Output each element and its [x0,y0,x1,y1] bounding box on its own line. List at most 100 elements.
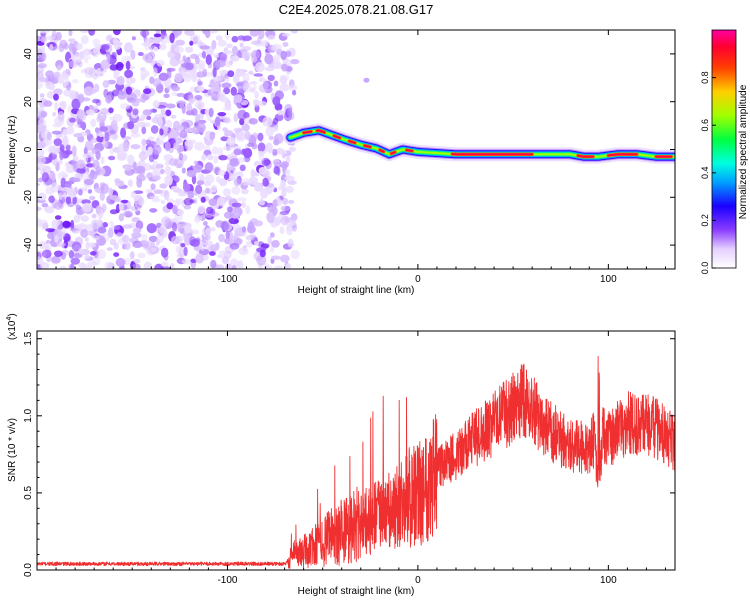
noise-blob [174,72,183,83]
x-tick-label: 0 [415,575,421,586]
noise-blob [258,167,268,175]
noise-blob [229,55,240,62]
noise-blob [122,210,133,218]
colorbar: 0.0 0.2 0.4 0.6 0.8 Normalized spectral ampl… [700,29,749,274]
noise-blob [123,42,133,53]
noise-blob [108,155,116,161]
noise-blob [228,231,234,241]
noise-blob [186,169,197,178]
noise-blob [262,116,273,127]
signal-track-peak-core [607,153,638,157]
noise-blob [250,168,256,179]
noise-blob [176,209,184,216]
noise-blob [80,215,89,222]
noise-blob [76,42,83,51]
noise-blob [109,64,119,71]
noise-blob [142,240,152,251]
noise-blob [213,53,220,59]
noise-blob [195,184,203,195]
noise-blob [284,175,295,181]
noise-blob [78,248,84,255]
noise-blob [254,241,259,246]
signal-track-peak-core [378,149,385,153]
noise-blob [166,67,176,72]
noise-blob [151,117,160,124]
noise-blob [267,34,276,41]
noise-blob [168,158,178,166]
noise-blob [177,226,185,233]
noise-blob [271,240,280,248]
noise-blob [288,220,297,226]
noise-blob [113,252,120,257]
noise-blob [148,55,153,63]
noise-blob [156,59,165,67]
noise-blob [125,86,132,95]
noise-blob [56,242,66,247]
noise-blob [49,44,54,51]
y-tick-label: 0 [23,146,34,152]
y-tick-label: 20 [23,96,34,108]
noise-blob [160,266,171,269]
noise-blob [227,206,233,213]
noise-blob [363,77,370,83]
noise-blob [264,66,275,72]
noise-blob [180,243,186,248]
noise-blob [274,133,284,144]
spectrogram-panel: -100 0 100 -40 -20 0 20 40 Height of straight l… [7,29,676,296]
noise-blob [159,43,167,51]
noise-blob [236,131,247,141]
noise-blob [256,254,267,266]
noise-blob [56,231,66,238]
noise-blob [179,101,185,109]
noise-blob [215,35,223,41]
noise-blob [141,126,147,135]
noise-blob [243,82,252,93]
noise-blob [231,145,242,150]
noise-blob [107,227,114,239]
noise-blob [71,145,77,156]
noise-blob [195,113,201,125]
noise-blob [232,74,240,84]
noise-blob [91,219,99,230]
noise-blob [141,233,148,242]
noise-blob [188,94,195,105]
noise-blob [100,44,110,51]
noise-blob [209,244,220,252]
noise-blob [205,227,212,236]
noise-blob [143,162,152,171]
noise-blob [191,73,198,83]
noise-blob [160,261,169,267]
noise-blob [130,49,136,60]
noise-blob [211,40,217,50]
noise-blob [184,72,193,79]
noise-blob [70,219,75,231]
snr-ticks: -100 0 100 0.0 0.5 1.0 1.5 [23,331,675,586]
noise-blob [229,158,240,167]
noise-blob [41,203,49,208]
noise-blob [205,54,212,66]
noise-blob [80,262,85,269]
noise-blob [72,177,81,182]
noise-blob [214,264,225,269]
noise-blob [85,109,96,116]
noise-blob [193,197,198,204]
noise-blob [264,53,274,65]
noise-blob [248,118,258,125]
noise-blob [207,154,214,161]
noise-blob [285,50,292,58]
noise-blob [222,188,231,197]
noise-blob [135,165,146,174]
noise-blob [166,202,174,210]
noise-blob [288,199,295,204]
noise-blob [124,69,134,79]
noise-blob [196,63,205,72]
noise-blob [209,131,216,141]
noise-blob [40,262,50,269]
noise-blob [280,161,289,169]
noise-blob [169,263,175,269]
colorbar-label: Normalized spectral amplitude [738,84,749,219]
noise-blob [60,187,71,191]
noise-blob [62,128,68,136]
noise-blob [252,84,257,91]
noise-blob [149,208,158,213]
